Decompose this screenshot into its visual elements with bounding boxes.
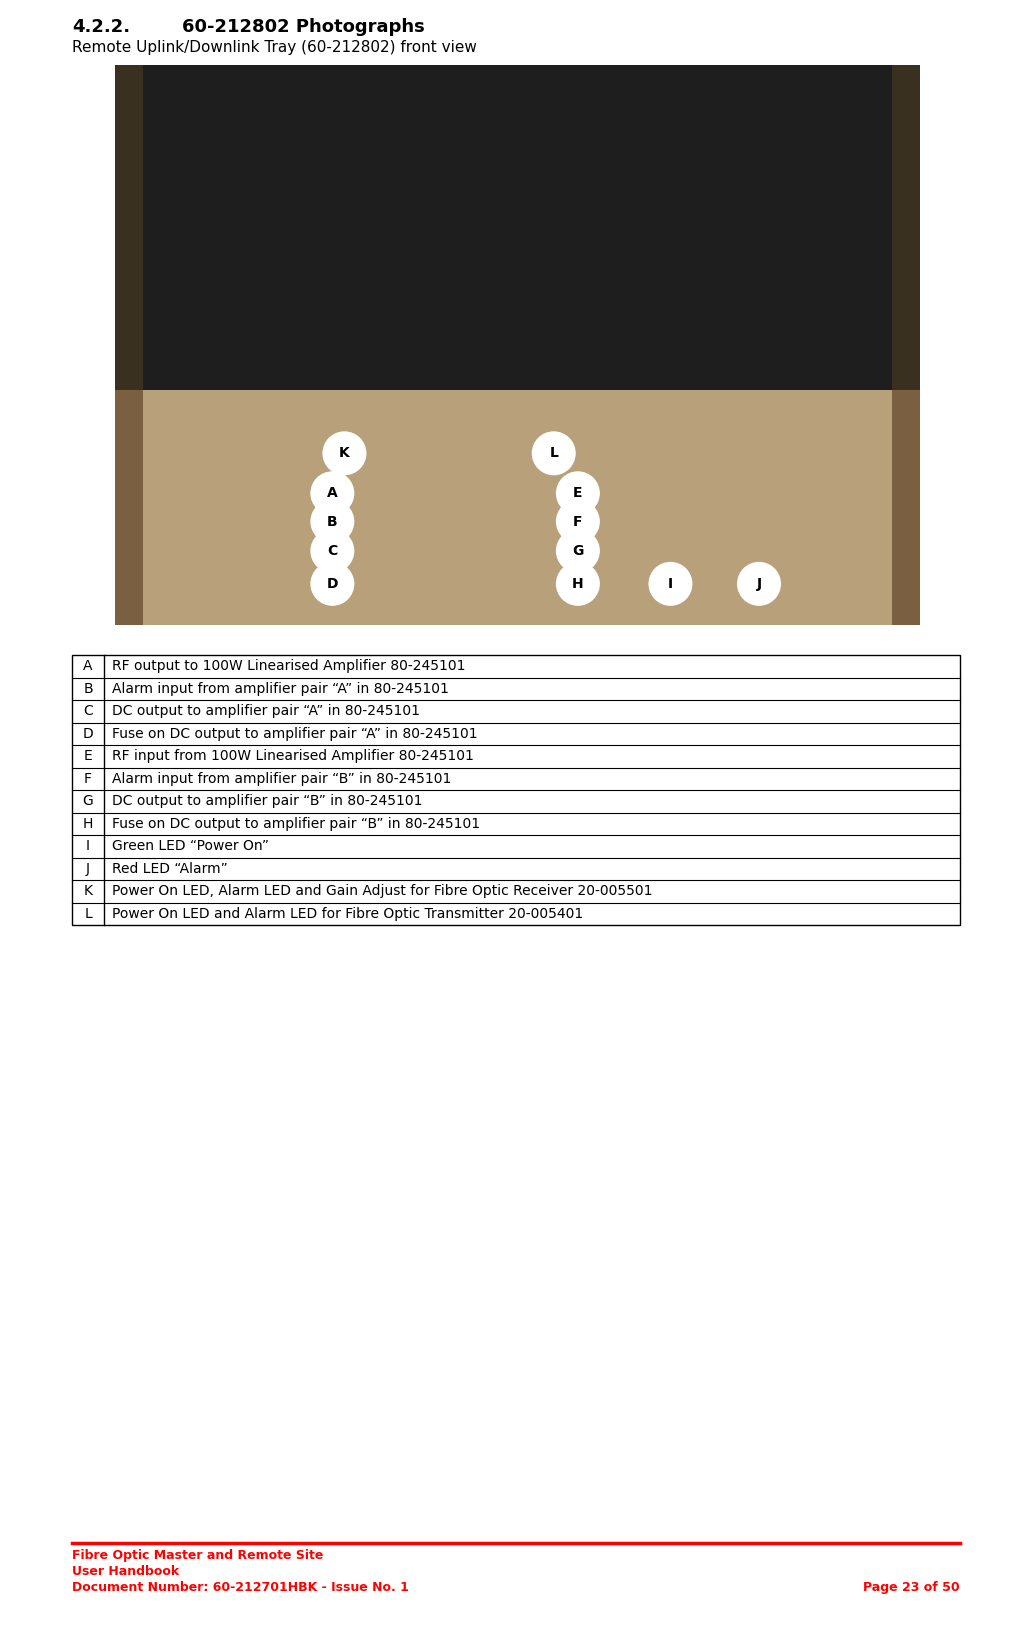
Text: G: G xyxy=(572,544,584,559)
Text: B: B xyxy=(327,514,337,529)
Ellipse shape xyxy=(649,562,692,606)
Bar xyxy=(115,390,920,626)
Text: User Handbook: User Handbook xyxy=(72,1564,179,1577)
Text: G: G xyxy=(83,794,93,808)
Text: Fuse on DC output to amplifier pair “B” in 80-245101: Fuse on DC output to amplifier pair “B” … xyxy=(112,817,480,830)
Text: Page 23 of 50: Page 23 of 50 xyxy=(863,1581,960,1594)
Text: B: B xyxy=(83,681,93,696)
Text: RF input from 100W Linearised Amplifier 80-245101: RF input from 100W Linearised Amplifier … xyxy=(112,749,474,763)
Bar xyxy=(115,66,143,390)
Text: I: I xyxy=(86,839,90,853)
Bar xyxy=(115,390,143,626)
Text: Green LED “Power On”: Green LED “Power On” xyxy=(112,839,269,853)
Ellipse shape xyxy=(556,529,600,573)
Text: C: C xyxy=(327,544,337,559)
Bar xyxy=(892,390,920,626)
Bar xyxy=(892,66,920,390)
Ellipse shape xyxy=(532,431,575,475)
Text: E: E xyxy=(84,749,92,763)
Text: C: C xyxy=(83,704,93,717)
Ellipse shape xyxy=(310,472,354,516)
Text: J: J xyxy=(86,862,90,876)
Text: H: H xyxy=(572,577,584,591)
Ellipse shape xyxy=(737,562,781,606)
Ellipse shape xyxy=(323,431,366,475)
Text: L: L xyxy=(84,907,92,921)
Text: Alarm input from amplifier pair “A” in 80-245101: Alarm input from amplifier pair “A” in 8… xyxy=(112,681,449,696)
Text: L: L xyxy=(550,446,558,460)
Text: A: A xyxy=(83,658,93,673)
Text: Fuse on DC output to amplifier pair “A” in 80-245101: Fuse on DC output to amplifier pair “A” … xyxy=(112,727,477,740)
Text: 60-212802 Photographs: 60-212802 Photographs xyxy=(182,18,424,36)
Ellipse shape xyxy=(556,562,600,606)
Ellipse shape xyxy=(310,500,354,544)
Text: Power On LED and Alarm LED for Fibre Optic Transmitter 20-005401: Power On LED and Alarm LED for Fibre Opt… xyxy=(112,907,584,921)
Text: K: K xyxy=(84,885,92,898)
Text: I: I xyxy=(668,577,673,591)
Text: 4.2.2.: 4.2.2. xyxy=(72,18,130,36)
Text: RF output to 100W Linearised Amplifier 80-245101: RF output to 100W Linearised Amplifier 8… xyxy=(112,658,466,673)
Text: Power On LED, Alarm LED and Gain Adjust for Fibre Optic Receiver 20-005501: Power On LED, Alarm LED and Gain Adjust … xyxy=(112,885,652,898)
Ellipse shape xyxy=(556,500,600,544)
Text: D: D xyxy=(327,577,338,591)
Text: K: K xyxy=(339,446,350,460)
Text: J: J xyxy=(757,577,762,591)
Text: F: F xyxy=(84,771,92,786)
Text: A: A xyxy=(327,486,337,500)
Text: H: H xyxy=(83,817,93,830)
Text: F: F xyxy=(573,514,583,529)
Text: Remote Uplink/Downlink Tray (60-212802) front view: Remote Uplink/Downlink Tray (60-212802) … xyxy=(72,39,477,56)
Text: D: D xyxy=(83,727,93,740)
Text: Fibre Optic Master and Remote Site: Fibre Optic Master and Remote Site xyxy=(72,1550,323,1563)
Text: Red LED “Alarm”: Red LED “Alarm” xyxy=(112,862,228,876)
Ellipse shape xyxy=(310,529,354,573)
Text: DC output to amplifier pair “B” in 80-245101: DC output to amplifier pair “B” in 80-24… xyxy=(112,794,422,808)
Ellipse shape xyxy=(556,472,600,516)
Text: E: E xyxy=(573,486,583,500)
Bar xyxy=(72,655,960,925)
Text: DC output to amplifier pair “A” in 80-245101: DC output to amplifier pair “A” in 80-24… xyxy=(112,704,420,717)
Text: Document Number: 60-212701HBK - Issue No. 1: Document Number: 60-212701HBK - Issue No… xyxy=(72,1581,409,1594)
Ellipse shape xyxy=(310,562,354,606)
Bar xyxy=(115,66,920,390)
Text: Alarm input from amplifier pair “B” in 80-245101: Alarm input from amplifier pair “B” in 8… xyxy=(112,771,451,786)
